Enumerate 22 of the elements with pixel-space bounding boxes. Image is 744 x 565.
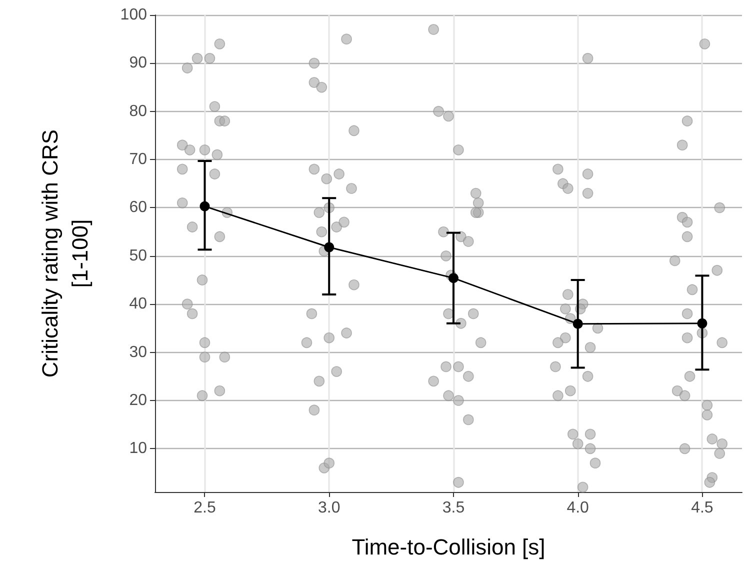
x-tick-label: 4.5: [691, 500, 714, 516]
y-tick-label: 10: [129, 440, 148, 458]
point: [697, 318, 708, 328]
x-tick-label: 3.5: [442, 500, 465, 516]
x-tick-label: 2.5: [194, 500, 216, 516]
x-axis-title: Time-to-Collision [s]: [352, 534, 546, 560]
point: [448, 273, 458, 284]
y-tick-label: 20: [129, 392, 148, 409]
y-tick-label: 30: [129, 344, 148, 361]
point: [324, 242, 334, 252]
y-axis-title: Criticality rating with CRS [1-100]: [38, 129, 92, 378]
y-tick-label: 40: [129, 296, 148, 313]
y-tick-label: 50: [129, 247, 148, 264]
y-tick-label: 90: [129, 54, 148, 72]
x-tick-label: 3.0: [318, 500, 340, 516]
point: [572, 318, 583, 329]
point: [200, 201, 210, 212]
y-tick-label: 100: [120, 6, 148, 24]
y-tick-label: 70: [129, 151, 148, 168]
y-tick-label: 60: [129, 199, 148, 216]
y-tick-label: 80: [129, 102, 148, 120]
x-tick-label: 4.0: [566, 500, 590, 516]
